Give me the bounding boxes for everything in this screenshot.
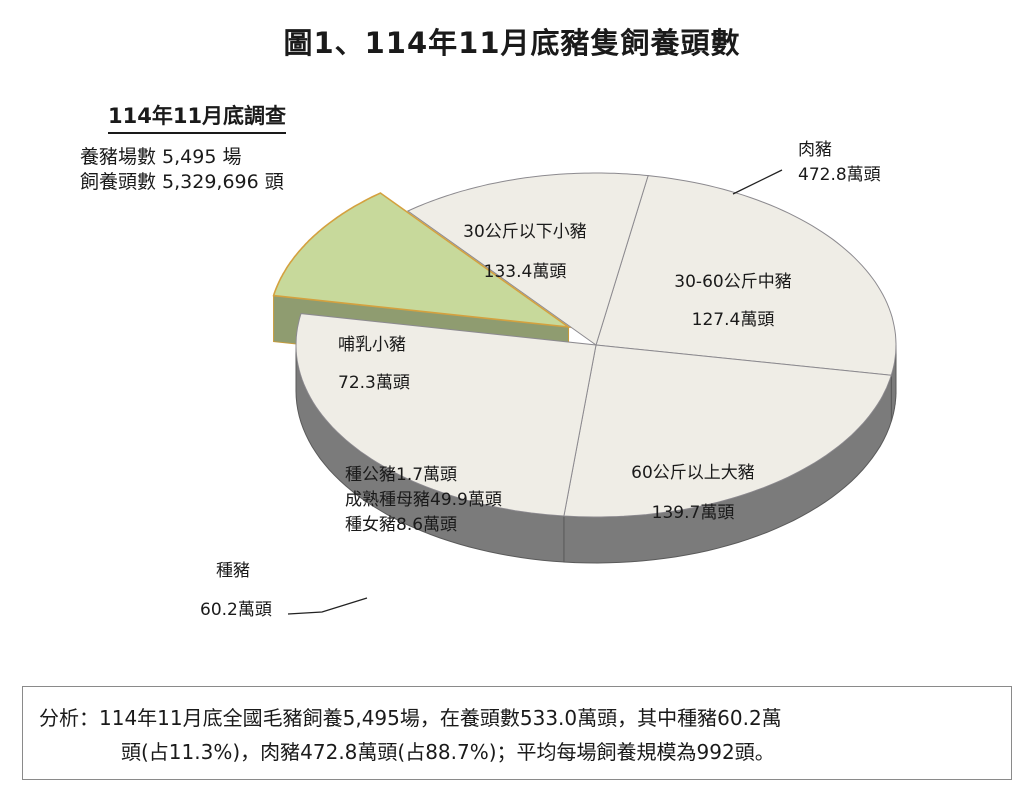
group-meat-pig-name: 肉豬	[798, 140, 832, 160]
label-large-pig-value: 139.7萬頭	[651, 503, 735, 523]
breeding-pig-leader-line	[287, 597, 368, 615]
meat-pig-leader-line	[732, 169, 783, 195]
label-medium-pig-value: 127.4萬頭	[691, 310, 775, 330]
pie-chart	[272, 169, 897, 615]
group-breeding-pig-value: 60.2萬頭	[200, 600, 272, 620]
group-breeding-pig-name: 種豬	[216, 561, 250, 581]
group-meat-pig-value: 472.8萬頭	[798, 165, 881, 185]
label-medium-pig-name: 30-60公斤中豬	[674, 272, 792, 292]
pie-slice-60	[295, 313, 597, 517]
survey-heads: 飼養頭數 5,329,696 頭	[80, 171, 284, 193]
breeding-detail-boar: 種公豬1.7萬頭	[345, 465, 458, 485]
analysis-box: 分析：114年11月底全國毛豬飼養5,495場，在養頭數533.0萬頭，其中種豬…	[22, 686, 1012, 780]
pie-slice-30-60	[563, 344, 892, 518]
label-suckling-pig-name: 哺乳小豬	[338, 335, 406, 355]
label-small-pig-name: 30公斤以下小豬	[463, 222, 587, 242]
label-small-pig-value: 133.4萬頭	[483, 262, 567, 282]
pie-slice-30	[595, 175, 897, 376]
pie-slice-slice	[272, 192, 572, 329]
breeding-detail-gilt: 種女豬8.6萬頭	[345, 515, 458, 535]
analysis-line-1: 分析：114年11月底全國毛豬飼養5,495場，在養頭數533.0萬頭，其中種豬…	[39, 706, 782, 730]
survey-title: 114年11月底調查	[108, 100, 287, 134]
label-large-pig-name: 60公斤以上大豬	[631, 463, 755, 483]
chart-title: 圖1、114年11月底豬隻飼養頭數	[283, 26, 741, 60]
pie-slice-slice	[406, 172, 649, 346]
label-suckling-pig-value: 72.3萬頭	[338, 373, 410, 393]
breeding-detail-sow: 成熟種母豬49.9萬頭	[345, 490, 502, 510]
survey-farms: 養豬場數 5,495 場	[80, 146, 242, 168]
analysis-line-2: 頭(占11.3%)，肉豬472.8萬頭(占88.7%)；平均每場飼養規模為992…	[121, 740, 775, 764]
